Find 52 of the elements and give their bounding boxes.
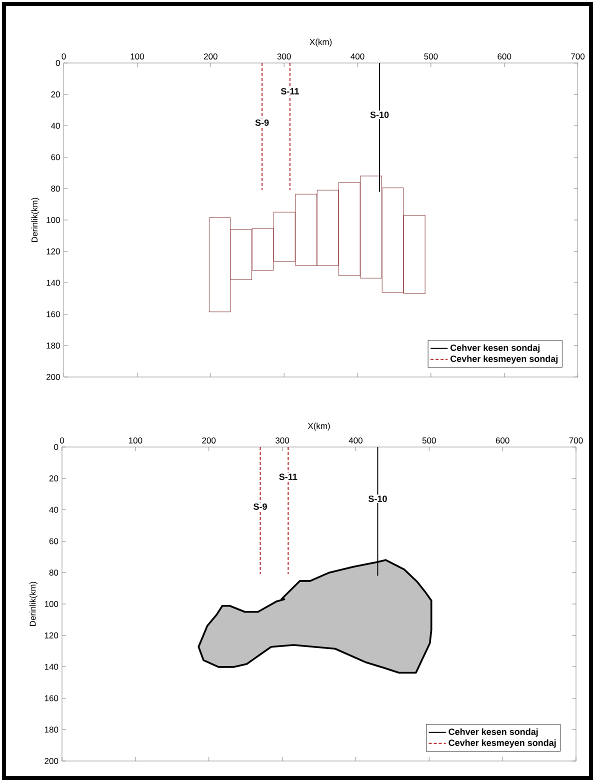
y-tick-label: 60: [51, 154, 60, 160]
x-tick-label: 600: [498, 53, 512, 60]
x-tick-label: 700: [569, 437, 583, 444]
y-tick-label: 100: [44, 601, 58, 608]
legend-label: Cevher kesmeyen sondaj: [450, 355, 558, 364]
annotation: S-11: [279, 474, 298, 480]
x-tick-label: 100: [130, 53, 144, 60]
legend-label: Cehver kesen sondaj: [448, 728, 538, 737]
x-tick-label: 0: [62, 53, 66, 60]
annotation: S-11: [280, 88, 299, 94]
x-tick-label: 300: [277, 53, 291, 60]
x-tick-label: 200: [202, 437, 216, 444]
x-tick-label: 600: [496, 437, 510, 444]
y-tick-label: 160: [44, 695, 58, 702]
x-axis-title: X(km): [308, 422, 330, 431]
legend-label: Cevher kesmeyen sondaj: [448, 739, 556, 748]
y-tick-label: 20: [51, 91, 60, 98]
x-tick-label: 400: [348, 437, 362, 444]
x-tick-label: 200: [204, 53, 218, 60]
y-axis-title: Derinlik(km): [29, 582, 38, 626]
y-tick-label: 40: [49, 506, 58, 513]
x-tick-label: 400: [350, 53, 364, 60]
y-tick-label: 120: [46, 248, 60, 254]
y-tick-label: 200: [46, 374, 60, 380]
y-tick-label: 80: [49, 570, 58, 576]
y-tick-label: 160: [46, 311, 60, 318]
annotation: S-9: [255, 119, 269, 126]
x-axis-title: X(km): [310, 38, 332, 47]
y-tick-label: 140: [46, 280, 60, 286]
x-tick-label: 500: [424, 53, 438, 60]
y-tick-label: 80: [51, 186, 60, 192]
y-tick-label: 20: [49, 475, 58, 482]
y-tick-label: 180: [46, 342, 60, 349]
x-tick-label: 700: [571, 53, 585, 60]
annotation: S-10: [370, 112, 389, 118]
y-tick-label: 140: [44, 664, 58, 670]
y-tick-label: 120: [44, 632, 58, 638]
x-tick-label: 0: [60, 437, 64, 444]
y-tick-label: 0: [56, 60, 60, 66]
y-tick-label: 40: [51, 122, 60, 129]
y-tick-label: 0: [54, 444, 58, 450]
y-axis-title: Derinlik(km): [31, 198, 40, 242]
y-tick-label: 200: [44, 758, 58, 764]
legend-label: Cehver kesen sondaj: [450, 344, 540, 353]
y-tick-label: 100: [46, 217, 60, 224]
y-tick-label: 180: [44, 726, 58, 733]
annotation: S-9: [254, 503, 267, 510]
x-tick-label: 300: [276, 437, 290, 444]
x-tick-label: 100: [128, 437, 142, 444]
y-tick-label: 60: [49, 538, 58, 544]
x-tick-label: 500: [422, 437, 436, 444]
annotation: S-10: [368, 496, 387, 502]
